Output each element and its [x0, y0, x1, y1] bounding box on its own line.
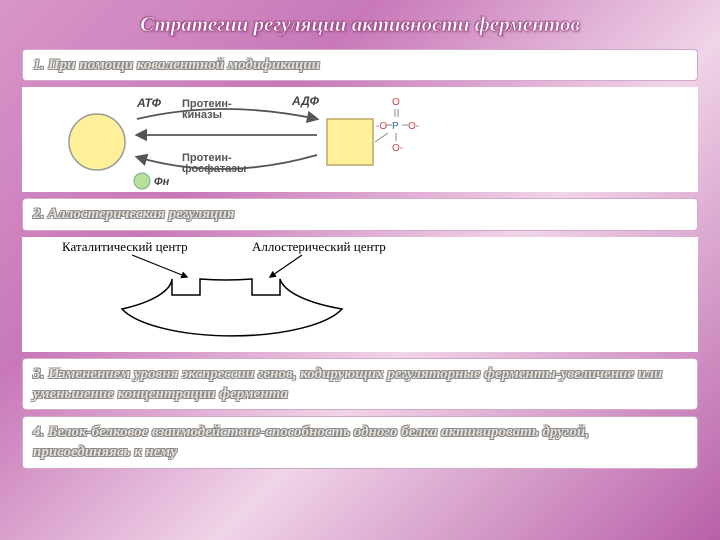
phosphate-icon: O -O P O- O-	[376, 97, 419, 154]
atp-label: АТФ	[136, 96, 162, 110]
adp-label: АДФ	[291, 94, 320, 108]
svg-text:O-: O-	[392, 143, 403, 154]
section-4-heading: 4. Белок-белковое взаимодействие-способн…	[22, 416, 698, 469]
svg-text:O: O	[392, 97, 400, 108]
svg-text:O-: O-	[408, 121, 419, 132]
svg-text:-O: -O	[376, 121, 387, 132]
protein-circle-icon	[69, 114, 125, 170]
phosphatase-label: Протеин-фосфатазы	[182, 152, 246, 175]
svg-text:P: P	[392, 121, 399, 132]
catalytic-label: Каталитический центр	[62, 239, 188, 254]
section-3-heading: 3. Изменением уровня экспрессии генов, к…	[22, 358, 698, 411]
fn-icon	[134, 173, 150, 189]
protein-square-icon	[327, 119, 373, 165]
kinase-label: Протеин-киназы	[182, 98, 232, 121]
page-title: Стратегии регуляции активности ферментов	[0, 0, 720, 43]
allosteric-label: Аллостерический центр	[252, 239, 386, 254]
covalent-modification-diagram: O -O P O- O- АТФ АДФ Протеин-киназы Прот…	[22, 87, 698, 192]
fn-label: Фн	[154, 176, 170, 188]
section-2-heading: 2. Аллостерическая регуляция	[22, 198, 698, 230]
section-1-heading: 1. При помощи ковалентной модификации	[22, 49, 698, 81]
allosteric-regulation-diagram: Каталитический центр Аллостерический цен…	[22, 237, 698, 352]
enzyme-ellipse-icon	[122, 279, 342, 336]
